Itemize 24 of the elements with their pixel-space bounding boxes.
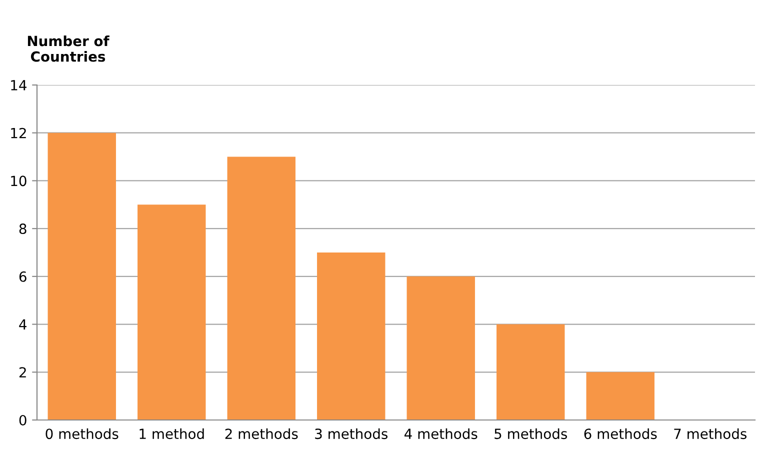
y-tick-label: 4 — [19, 319, 26, 330]
x-tick-label: 1 method — [140, 428, 204, 440]
y-tick-label: 10 — [11, 176, 26, 186]
x-tick-label: 2 methods — [225, 428, 298, 440]
x-tick-label: 0 methods — [46, 428, 118, 440]
y-tick-label: 2 — [19, 367, 26, 378]
y-axis-title: Number of Countries — [28, 36, 110, 62]
x-tick-label: 6 methods — [584, 428, 657, 440]
bar — [227, 156, 296, 420]
y-tick-label: 14 — [11, 80, 26, 90]
bar — [496, 324, 565, 420]
bar — [48, 132, 116, 420]
x-tick-label: 3 methods — [315, 428, 388, 440]
bar — [317, 252, 386, 420]
x-tick-label: 7 methods — [674, 428, 747, 440]
y-tick-label: 0 — [19, 414, 26, 426]
bar — [586, 372, 654, 420]
bar — [406, 276, 475, 420]
x-tick-label: 5 methods — [494, 428, 568, 440]
y-tick-label: 12 — [11, 128, 26, 138]
y-tick-label: 6 — [19, 271, 26, 282]
x-tick-label: 4 methods — [404, 428, 478, 440]
bar — [138, 204, 206, 420]
y-tick-label: 8 — [19, 224, 26, 234]
